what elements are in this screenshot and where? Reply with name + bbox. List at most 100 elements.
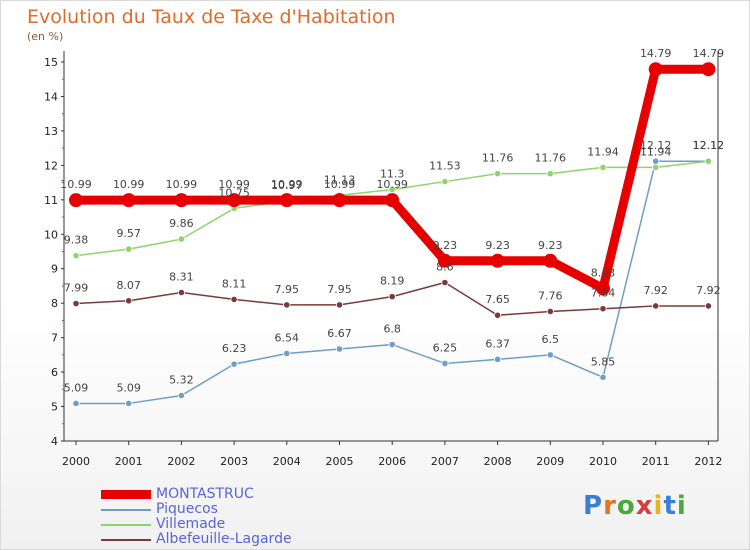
- data-label: 7.76: [538, 289, 563, 302]
- data-label: 7.95: [327, 283, 352, 296]
- data-label: 5.09: [116, 381, 141, 394]
- data-label: 10.99: [324, 178, 356, 191]
- data-point: [543, 253, 558, 268]
- data-point: [177, 288, 185, 297]
- data-point: [546, 170, 554, 178]
- data-label: 8.07: [116, 279, 141, 292]
- legend-swatch: [101, 490, 151, 499]
- chart-subtitle: (en %): [27, 30, 64, 43]
- x-tick-label: 2008: [484, 455, 512, 468]
- y-tick-label: 9: [51, 263, 58, 276]
- logo-letter: t: [663, 491, 677, 521]
- data-point: [230, 360, 238, 368]
- legend-item: Piquecos: [101, 502, 292, 517]
- data-label: 11.94: [587, 145, 619, 158]
- data-point: [599, 163, 607, 172]
- y-tick-label: 15: [44, 56, 58, 69]
- data-label: 10.75: [218, 186, 250, 199]
- legend-swatch: [101, 538, 151, 541]
- y-tick-label: 5: [51, 401, 58, 414]
- data-point: [388, 293, 396, 301]
- data-point: [335, 345, 344, 353]
- data-point: [125, 399, 133, 408]
- data-label: 8.31: [169, 271, 194, 284]
- data-point: [385, 193, 400, 208]
- data-point: [652, 302, 660, 310]
- data-point: [69, 193, 83, 208]
- data-label: 12.12: [640, 139, 672, 152]
- data-label: 10.97: [271, 179, 303, 192]
- legend-item: MONTASTRUC: [101, 487, 292, 502]
- data-point: [125, 297, 133, 305]
- data-label: 10.99: [60, 178, 92, 191]
- x-tick-label: 2012: [694, 455, 722, 468]
- data-label: 12.12: [693, 139, 725, 152]
- data-label: 11.3: [380, 167, 405, 180]
- data-label: 10.99: [376, 178, 408, 191]
- data-point: [283, 301, 291, 309]
- x-tick-label: 2006: [378, 455, 406, 468]
- data-point: [648, 62, 663, 77]
- x-tick-label: 2005: [326, 455, 354, 468]
- data-label: 7.65: [485, 293, 510, 306]
- data-point: [493, 355, 502, 363]
- x-tick-label: 2011: [642, 455, 670, 468]
- data-label: 9.57: [116, 227, 141, 240]
- y-tick-label: 6: [51, 366, 58, 379]
- data-label: 9.23: [485, 239, 510, 252]
- legend-label: Piquecos: [156, 501, 218, 517]
- logo-letter: x: [635, 491, 654, 521]
- data-point: [652, 157, 660, 165]
- data-point: [546, 351, 554, 359]
- data-point: [72, 252, 80, 260]
- data-label: 6.25: [433, 341, 458, 354]
- data-label: 6.54: [275, 331, 300, 344]
- data-point: [388, 340, 396, 349]
- data-label: 12.12: [693, 139, 725, 152]
- data-point: [388, 185, 396, 194]
- data-point: [546, 307, 554, 316]
- data-point: [596, 281, 610, 296]
- data-label: 11.76: [482, 152, 514, 165]
- logo-letter: P: [583, 491, 604, 521]
- legend-label: MONTASTRUC: [156, 486, 254, 502]
- x-tick-label: 2000: [62, 455, 90, 468]
- data-point: [652, 163, 660, 172]
- y-tick-label: 4: [51, 435, 58, 448]
- data-label: 8.6: [436, 261, 454, 274]
- y-tick-label: 14: [44, 90, 58, 103]
- data-label: 6.8: [383, 323, 401, 336]
- y-tick-label: 8: [51, 297, 58, 310]
- data-point: [177, 391, 185, 400]
- data-label: 5.32: [169, 374, 194, 387]
- data-point: [704, 302, 713, 310]
- data-label: 6.67: [327, 327, 352, 340]
- data-label: 8.19: [380, 275, 405, 288]
- data-point: [599, 305, 607, 313]
- data-label: 9.23: [538, 239, 563, 252]
- logo-letter: r: [603, 491, 617, 521]
- data-label: 7.95: [275, 283, 300, 296]
- data-point: [230, 295, 238, 303]
- legend: MONTASTRUC Piquecos Villemade Albefeuille-L…: [101, 487, 292, 547]
- y-tick-label: 7: [51, 332, 58, 345]
- data-label: 14.79: [640, 47, 672, 60]
- x-tick-label: 2010: [589, 455, 617, 468]
- data-label: 5.09: [64, 381, 89, 394]
- legend-item: Villemade: [101, 517, 292, 532]
- chart-title: Evolution du Taux de Taxe d'Habitation: [27, 6, 396, 28]
- logo-letter: i: [676, 491, 687, 521]
- data-label: 7.84: [591, 287, 616, 300]
- x-tick-label: 2002: [167, 455, 195, 468]
- data-point: [441, 359, 449, 368]
- legend-label: Villemade: [156, 516, 226, 532]
- data-point: [227, 193, 242, 208]
- data-point: [704, 157, 713, 165]
- data-label: 11.76: [535, 152, 567, 165]
- data-point: [493, 170, 502, 178]
- data-label: 7.99: [64, 282, 89, 295]
- x-tick-label: 2007: [431, 455, 459, 468]
- data-point: [335, 301, 344, 309]
- data-label: 6.23: [222, 342, 247, 355]
